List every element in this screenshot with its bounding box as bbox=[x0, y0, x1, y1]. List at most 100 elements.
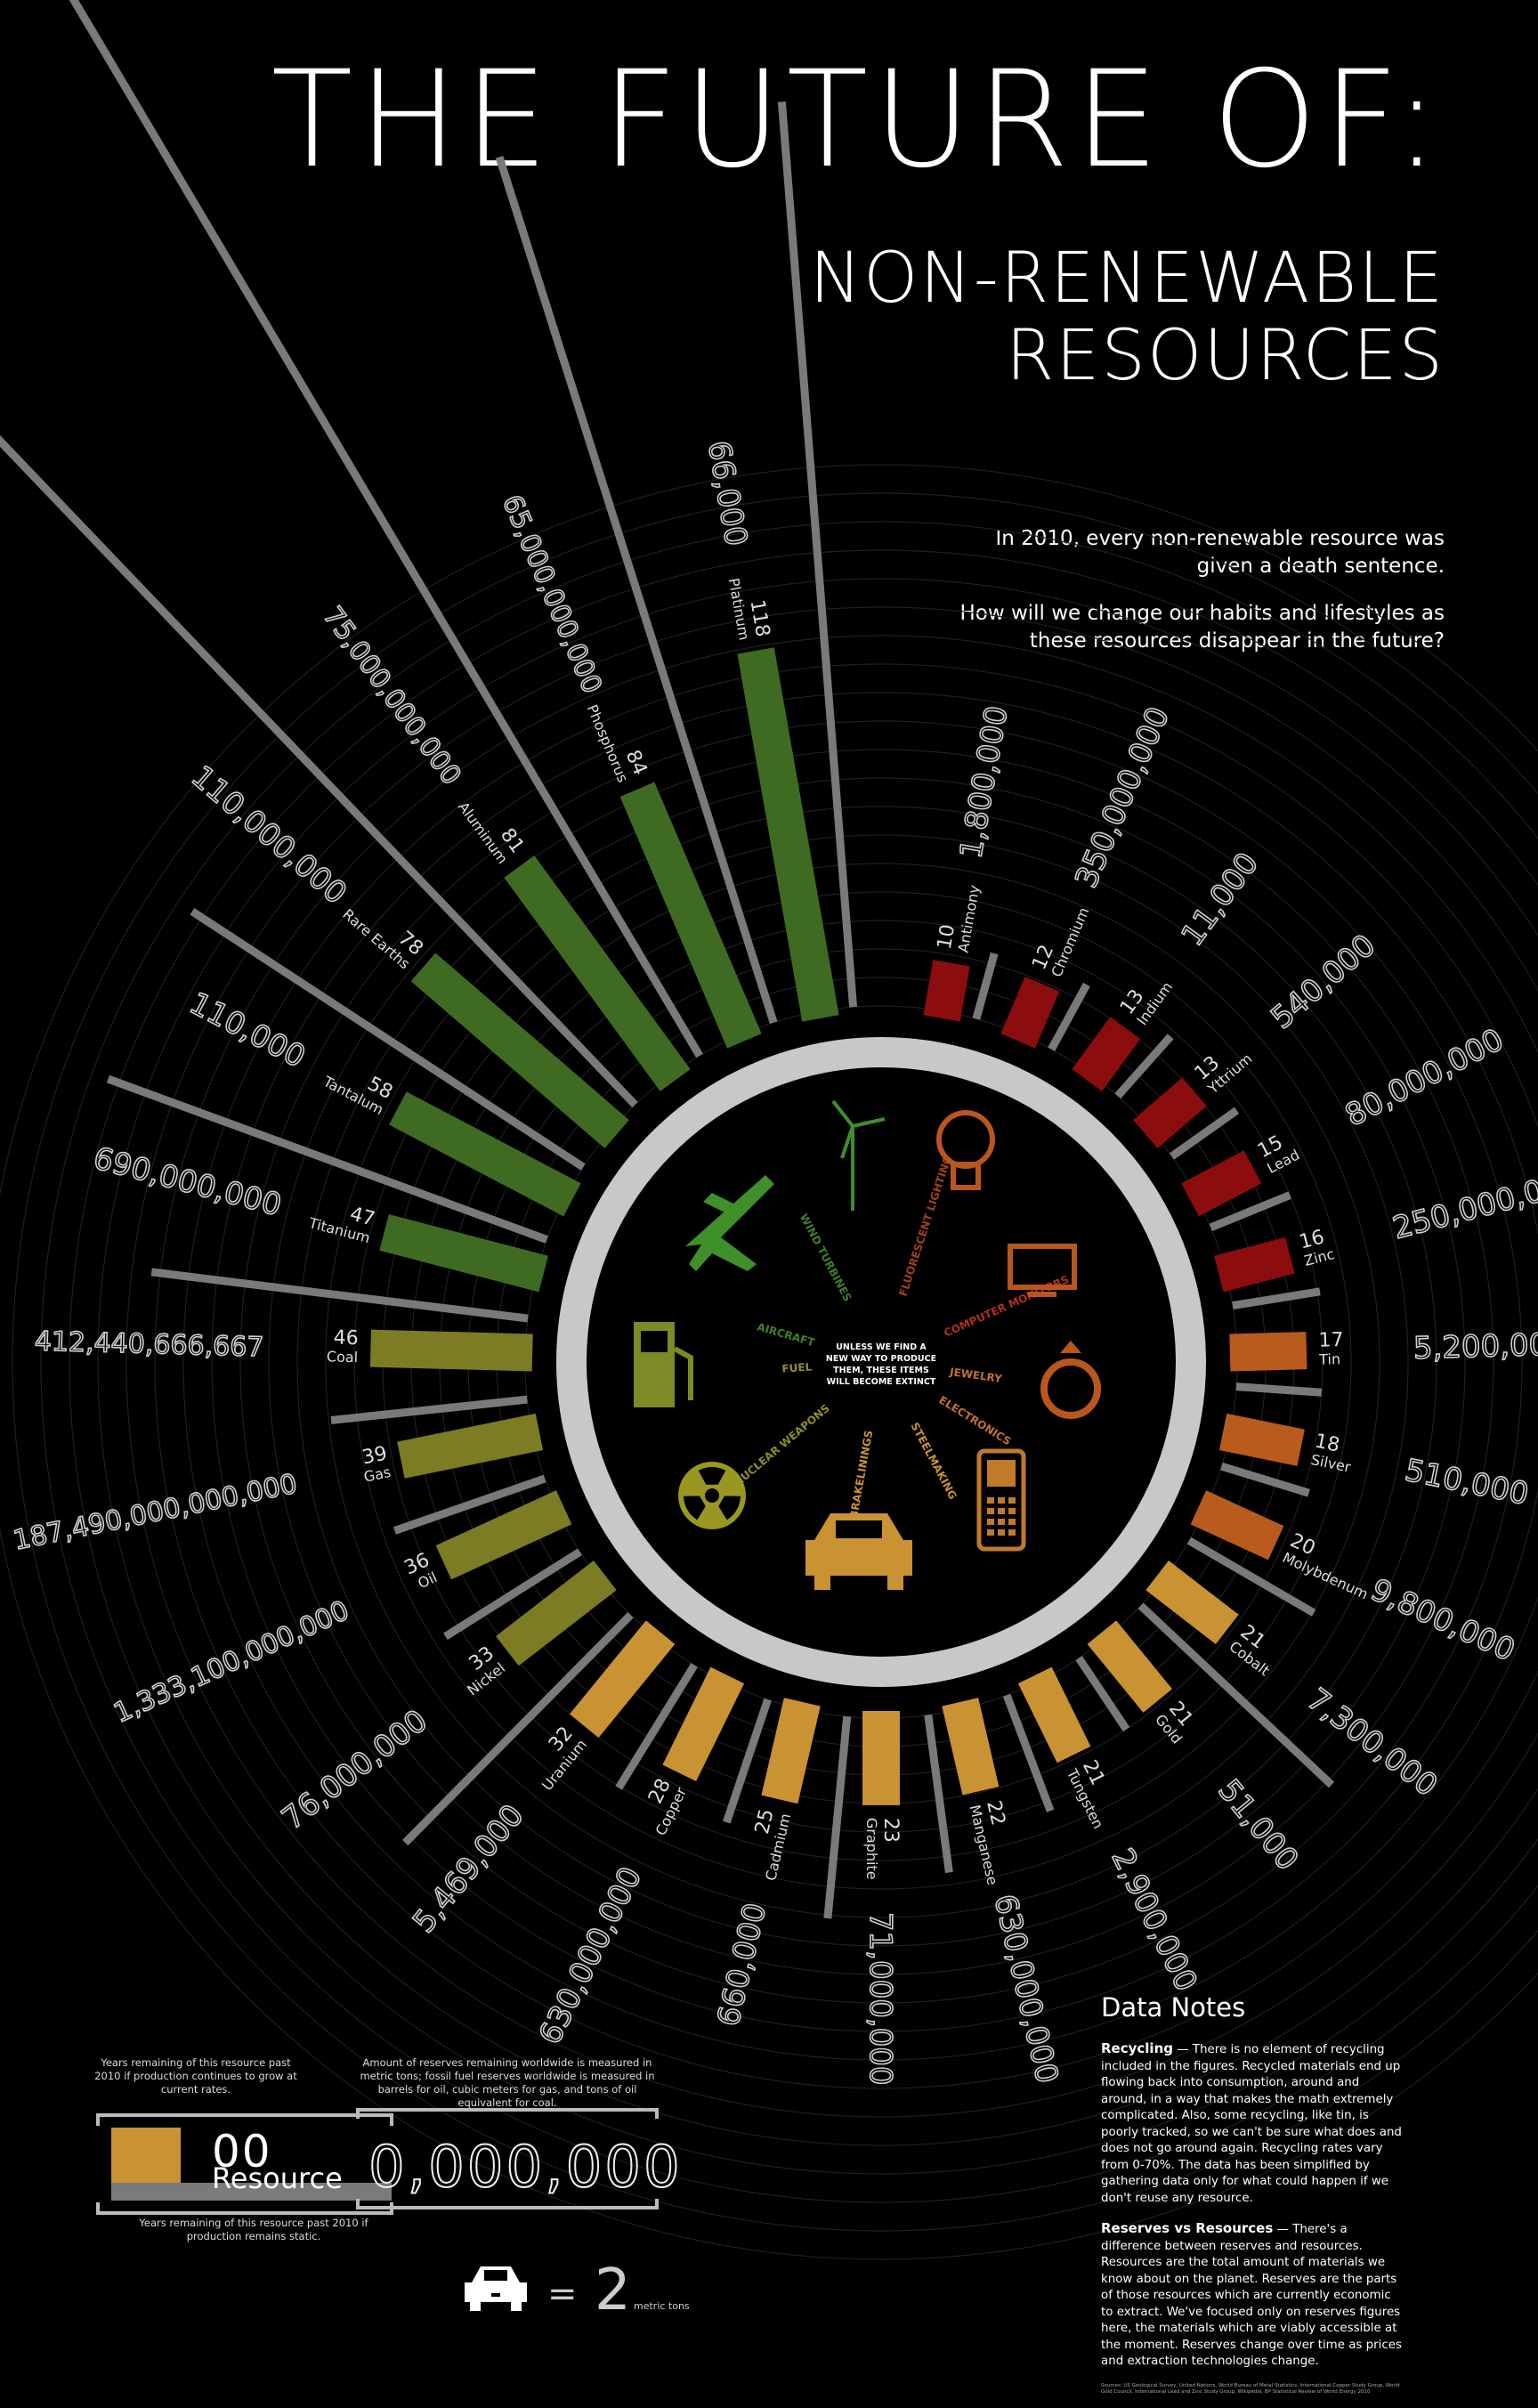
static-line-lead bbox=[1209, 1191, 1291, 1232]
bar-aluminum bbox=[504, 855, 691, 1091]
bg-ring bbox=[0, 464, 1538, 2260]
bar-cobalt bbox=[1145, 1561, 1239, 1645]
reserves-label: 66,000 bbox=[700, 438, 754, 548]
bar-rare-earths bbox=[410, 953, 629, 1148]
reserves-label: 540,000 bbox=[1265, 928, 1383, 1036]
resource-name-label: Silver bbox=[1309, 1451, 1352, 1476]
page-subtitle-line2: RESOURCES bbox=[1005, 316, 1445, 397]
notes-recycling: Recycling — There is no element of recyc… bbox=[1101, 2040, 1402, 2205]
bar-coal bbox=[369, 1329, 533, 1372]
static-years-lines bbox=[0, 0, 1335, 1919]
hub-message-line: WILL BECOME EXTINCT bbox=[827, 1377, 936, 1387]
light-bulb-icon bbox=[936, 1110, 995, 1190]
bg-ring bbox=[239, 720, 1523, 2004]
static-line-molybdenum bbox=[1186, 1536, 1316, 1617]
legend-sample-resource: Resource bbox=[212, 2161, 343, 2195]
static-line-aluminum bbox=[69, 0, 703, 1058]
page-subtitle-line1: NON-RENEWABLE bbox=[809, 239, 1445, 319]
resource-name-label: Coal bbox=[327, 1348, 359, 1366]
static-line-platinum bbox=[777, 101, 858, 1008]
monitor-icon bbox=[1008, 1244, 1077, 1297]
years-label: 23 bbox=[879, 1818, 902, 1843]
bar-gold bbox=[1087, 1620, 1172, 1713]
bar-nickel bbox=[496, 1561, 617, 1666]
reserves-label: 7,300,000 bbox=[1300, 1682, 1444, 1804]
hub-use-label: FUEL bbox=[781, 1360, 813, 1374]
notes-heading: Data Notes bbox=[1101, 1992, 1246, 2023]
static-line-yttrium bbox=[1169, 1107, 1240, 1160]
bar-tantalum bbox=[389, 1091, 581, 1217]
radiation-icon bbox=[678, 1462, 746, 1529]
header: THE FUTURE OF: NON-RENEWABLE RESOURCES bbox=[271, 53, 1445, 396]
airplane-icon bbox=[685, 1175, 774, 1271]
static-line-zinc bbox=[1232, 1287, 1321, 1310]
notes-reserves-title: Reserves vs Resources bbox=[1101, 2220, 1274, 2237]
notes-reserves-text: There's a difference between reserves an… bbox=[1101, 2223, 1402, 2369]
bar-yttrium bbox=[1133, 1077, 1207, 1148]
bg-ring bbox=[353, 834, 1409, 1890]
static-line-chromium bbox=[1048, 982, 1090, 1051]
resource-name-label: Graphite bbox=[863, 1818, 880, 1880]
bar-oil bbox=[435, 1490, 572, 1580]
legend-caption-static: Years remaining of this resource past 20… bbox=[139, 2217, 368, 2242]
resource-name-label: Tin bbox=[1318, 1350, 1340, 1368]
bar-manganese bbox=[942, 1698, 1000, 1796]
bg-ring bbox=[268, 749, 1494, 1975]
reserves-label: 250,000,000 bbox=[1389, 1163, 1538, 1246]
static-line-nickel bbox=[443, 1548, 582, 1641]
static-line-tantalum bbox=[190, 907, 586, 1171]
static-line-cadmium bbox=[723, 1698, 772, 1824]
legend-sample-years: 00 bbox=[212, 2126, 272, 2177]
bg-ring bbox=[154, 635, 1538, 2089]
bar-phosphorus bbox=[619, 782, 762, 1049]
bg-ring bbox=[296, 777, 1466, 1947]
reserves-label: 412,440,666,667 bbox=[34, 1326, 264, 1363]
static-line-titanium bbox=[106, 1074, 548, 1244]
bar-titanium bbox=[379, 1214, 548, 1293]
resource-name-label: Antimony bbox=[954, 884, 983, 954]
static-line-phosphorus bbox=[495, 155, 778, 1025]
bar-chromium bbox=[1000, 977, 1060, 1049]
reserves-label: 690,000,000 bbox=[90, 1140, 285, 1223]
bar-tungsten bbox=[1017, 1666, 1091, 1763]
years-label: 10 bbox=[934, 923, 959, 952]
years-label: 25 bbox=[751, 1807, 779, 1836]
car-icon bbox=[465, 2266, 527, 2311]
wind-turbine-icon bbox=[831, 1099, 886, 1211]
notes-recycling-text: There is no element of recycling include… bbox=[1101, 2043, 1402, 2205]
bar-zinc bbox=[1214, 1236, 1295, 1293]
bar-antimony bbox=[923, 960, 970, 1022]
static-line-copper bbox=[615, 1663, 698, 1790]
bg-ring bbox=[211, 692, 1538, 2032]
legend-caption-reserves: Amount of reserves remaining worldwide i… bbox=[360, 2056, 655, 2109]
static-line-gas bbox=[330, 1395, 528, 1424]
static-line-uranium bbox=[402, 1612, 634, 1846]
bar-graphite bbox=[862, 1711, 900, 1805]
resource-name-label: Chromium bbox=[1048, 904, 1092, 979]
static-line-rare-earths bbox=[0, 434, 638, 1108]
ring-icon bbox=[1040, 1341, 1101, 1419]
static-line-coal bbox=[150, 1268, 529, 1323]
reserves-label: 51,000 bbox=[1210, 1772, 1305, 1877]
reserves-label: 2,900,000 bbox=[1105, 1843, 1204, 1997]
bar-silver bbox=[1218, 1413, 1305, 1466]
cellphone-icon bbox=[976, 1448, 1026, 1552]
hub-message-line: NEW WAY TO PRODUCE bbox=[826, 1354, 936, 1364]
legend-bracket-bottom bbox=[96, 2202, 393, 2215]
hub-ring bbox=[556, 1037, 1206, 1687]
reserves-label: 1,333,100,000,000 bbox=[109, 1595, 354, 1730]
bg-ring bbox=[40, 521, 1538, 2203]
notes-reserves: Reserves vs Resources — There's a differ… bbox=[1101, 2220, 1402, 2369]
reserves-label: 630,000,000 bbox=[532, 1861, 649, 2050]
intro-paragraph-2: How will we change our habits and lifest… bbox=[959, 602, 1445, 653]
bar-platinum bbox=[737, 647, 839, 1022]
years-bars bbox=[369, 647, 1307, 1805]
page-title: THE FUTURE OF: bbox=[271, 43, 1445, 198]
bg-ring bbox=[182, 663, 1538, 2061]
data-notes: Data Notes Recycling — There is no eleme… bbox=[1101, 1990, 1404, 2408]
legend-car-value: 2 bbox=[595, 2258, 631, 2323]
legend-car-equals: = bbox=[547, 2274, 578, 2315]
years-label: 46 bbox=[333, 1326, 359, 1350]
bar-lead bbox=[1181, 1150, 1262, 1217]
reserves-label: 65,000,000,000 bbox=[496, 491, 608, 698]
